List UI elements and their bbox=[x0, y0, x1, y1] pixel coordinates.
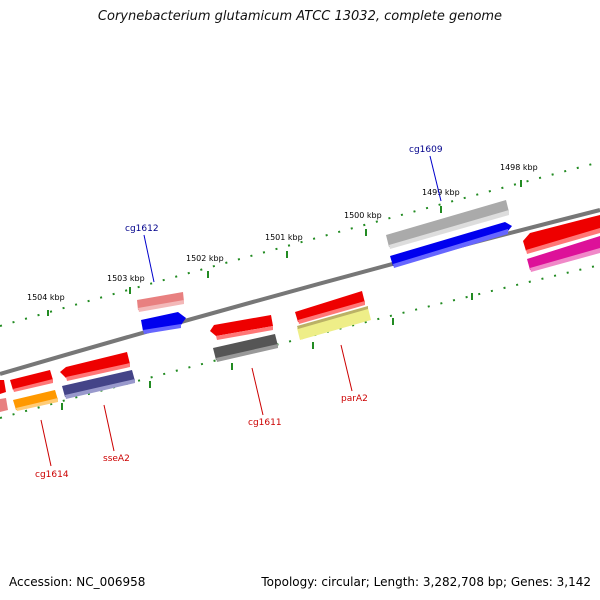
leader-line-sseA2 bbox=[103, 404, 115, 452]
gene-cg1612-blue[interactable] bbox=[141, 312, 186, 334]
gene-sseA2-purple[interactable] bbox=[62, 370, 135, 399]
gene-parA2-yellow[interactable] bbox=[297, 306, 371, 340]
gene-cg1609-gray[interactable] bbox=[386, 200, 509, 249]
gene-edge-red[interactable] bbox=[0, 380, 6, 394]
gene-parA2-red[interactable] bbox=[295, 291, 365, 324]
genome-title: Corynebacterium glutamicum ATCC 13032, c… bbox=[97, 9, 503, 24]
genome-info-text: Topology: circular; Length: 3,282,708 bp… bbox=[261, 575, 591, 589]
upper-tick-track bbox=[0, 161, 600, 327]
gene-left-red[interactable] bbox=[10, 370, 53, 392]
tick-label: 1498 kbp bbox=[500, 163, 538, 172]
gene-label-cg1609: cg1609 bbox=[409, 145, 443, 155]
gene-label-cg1614: cg1614 bbox=[35, 470, 69, 480]
tick-label: 1499 kbp bbox=[422, 188, 460, 197]
tick-label: 1500 kbp bbox=[344, 211, 382, 220]
leader-line-cg1609 bbox=[429, 155, 442, 202]
tick-label: 1504 kbp bbox=[27, 293, 65, 302]
gene-label-cg1611: cg1611 bbox=[248, 418, 282, 428]
leader-line-parA2 bbox=[340, 344, 353, 392]
genome-backbone bbox=[0, 208, 600, 376]
tick-label: 1501 kbp bbox=[265, 233, 303, 242]
leader-line-cg1612 bbox=[143, 234, 155, 283]
gene-cg1612-pink[interactable] bbox=[137, 292, 184, 312]
gene-label-parA2: parA2 bbox=[341, 394, 368, 404]
gene-right-magenta[interactable] bbox=[527, 236, 600, 272]
gene-cg1614-orange[interactable] bbox=[13, 390, 58, 411]
tick-label: 1503 kbp bbox=[107, 274, 145, 283]
gene-label-sseA2: sseA2 bbox=[103, 454, 130, 464]
gene-cg1611-red[interactable] bbox=[210, 315, 273, 340]
tick-label: 1502 kbp bbox=[186, 254, 224, 263]
gene-label-cg1612: cg1612 bbox=[125, 224, 159, 234]
major-ticks bbox=[47, 180, 522, 410]
gene-cg1609-blue[interactable] bbox=[390, 222, 512, 268]
accession-text: Accession: NC_006958 bbox=[9, 575, 146, 589]
leader-line-cg1611 bbox=[251, 367, 264, 416]
gene-edge-pink[interactable] bbox=[0, 398, 8, 412]
gene-cg1611-darkgray[interactable] bbox=[213, 334, 278, 362]
leader-line-cg1614 bbox=[40, 419, 52, 467]
gene-sseA2-red[interactable] bbox=[60, 352, 130, 381]
gene-right-red[interactable] bbox=[523, 215, 600, 254]
